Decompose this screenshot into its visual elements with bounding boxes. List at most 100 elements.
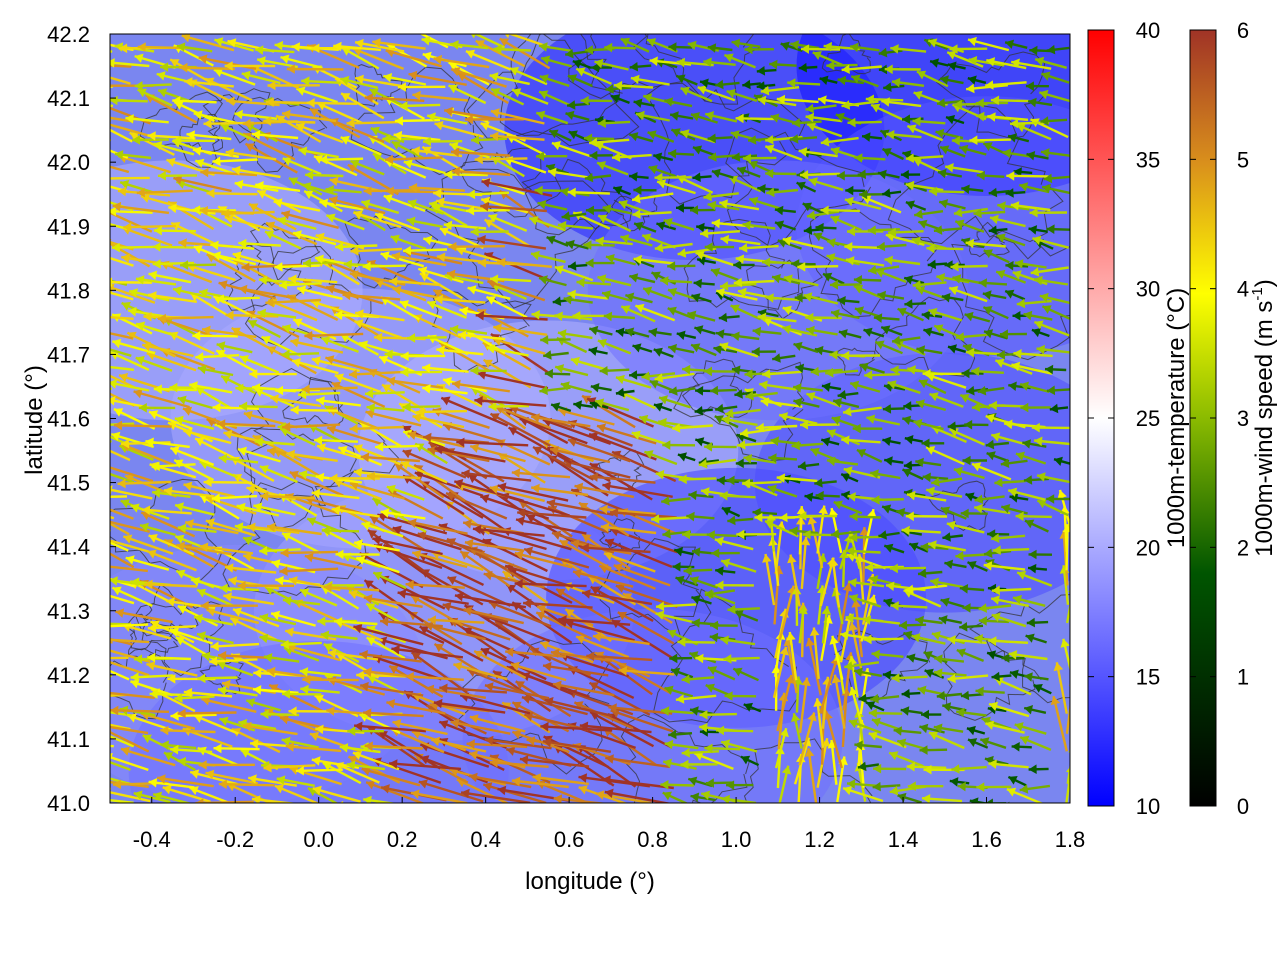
wind-arrow-head — [662, 440, 671, 450]
wind-arrow-head — [955, 219, 965, 229]
wind-arrow-head — [977, 386, 987, 396]
wind-arrow-head — [831, 674, 841, 684]
wind-arrow-head — [95, 420, 103, 430]
wind-arrow-head — [680, 129, 690, 139]
y-tick-label: 41.9 — [47, 214, 90, 239]
wind-arrow-head — [720, 635, 729, 645]
wind-arrow-head — [217, 660, 227, 670]
wind-arrow-head — [869, 575, 879, 585]
y-axis-ticks: 41.041.141.241.341.441.541.641.741.841.9… — [47, 22, 116, 816]
wind-arrow-shaft — [567, 690, 634, 716]
wind-arrow-head — [355, 38, 364, 49]
wind-arrow-head — [366, 637, 376, 646]
wind-arrow-head — [497, 257, 506, 268]
wind-arrow-head — [915, 457, 924, 468]
wind-arrow-head — [327, 425, 337, 435]
wind-arrow-head — [56, 635, 64, 645]
colorbar-tick-label: 25 — [1136, 406, 1160, 431]
wind-arrow-shaft — [110, 660, 150, 677]
wind-arrow-head — [672, 562, 681, 572]
wind-arrow-shaft — [517, 511, 587, 519]
x-tick-label: -0.2 — [216, 827, 254, 852]
wind-arrow-shaft — [146, 550, 197, 572]
wind-arrow-head — [602, 481, 611, 491]
wind-arrow-head — [91, 427, 100, 436]
wind-arrow-head — [296, 86, 306, 96]
wind-arrow-shaft — [335, 652, 380, 679]
wind-arrow-shaft — [228, 578, 280, 590]
wind-arrow-head — [643, 93, 653, 103]
wind-arrow-head — [1001, 653, 1010, 663]
wind-arrow-head — [169, 382, 178, 393]
wind-arrow-head — [53, 183, 61, 193]
wind-arrow-head — [363, 708, 372, 718]
wind-arrow-head — [669, 386, 678, 396]
wind-arrow-head — [346, 760, 356, 771]
wind-arrow-head — [730, 130, 740, 140]
wind-arrow-shaft — [497, 452, 546, 484]
wind-arrow-head — [889, 563, 898, 574]
wind-arrow-head — [114, 420, 123, 431]
wind-arrow-head — [227, 38, 237, 48]
wind-arrow-head — [774, 205, 784, 216]
wind-arrow-head — [768, 453, 777, 463]
wind-arrow-head — [734, 609, 744, 619]
wind-arrow-head — [985, 80, 994, 90]
wind-arrow-head — [680, 759, 689, 770]
wind-arrow-head — [585, 205, 594, 216]
wind-arrow-head — [947, 635, 956, 645]
wind-arrow-head — [923, 764, 932, 775]
wind-arrow-head — [335, 241, 344, 252]
wind-arrow-head — [197, 588, 207, 598]
wind-arrow-head — [197, 631, 206, 641]
wind-arrow-head — [1020, 402, 1029, 413]
wind-arrow-head — [115, 608, 125, 618]
wind-arrow-head — [176, 569, 186, 579]
wind-arrow-head — [411, 34, 413, 35]
wind-arrow-head — [660, 276, 669, 286]
wind-arrow-head — [200, 167, 209, 178]
wind-arrow-head — [803, 225, 813, 235]
wind-arrow-shaft — [110, 488, 153, 500]
x-tick-label: -0.4 — [133, 827, 171, 852]
wind-arrow-head — [280, 54, 290, 64]
wind-arrow-head — [323, 643, 333, 652]
wind-arrow-head — [546, 498, 556, 509]
wind-arrow-head — [975, 98, 984, 108]
wind-arrow-head — [629, 370, 638, 380]
wind-arrow-shaft — [110, 466, 154, 483]
wind-arrow-head — [858, 693, 867, 704]
wind-arrow-head — [704, 442, 713, 452]
wind-arrow-head — [315, 254, 324, 264]
wind-arrow-head — [991, 585, 1000, 596]
contour-line — [598, 538, 712, 639]
wind-arrow-head — [474, 650, 484, 660]
wind-arrow-head — [883, 802, 885, 803]
wind-arrow-head — [695, 653, 704, 664]
wind-arrow-head — [67, 316, 76, 325]
wind-arrow-shaft — [147, 293, 197, 303]
wind-arrow-head — [390, 234, 400, 244]
wind-arrow-head — [1034, 275, 1043, 286]
contour-line — [432, 289, 532, 373]
wind-arrow-head — [489, 758, 499, 768]
wind-arrow-head — [151, 461, 160, 471]
wind-arrow-shaft — [126, 331, 176, 358]
wind-arrow-head — [296, 122, 306, 132]
wind-arrow-shaft — [186, 264, 236, 282]
contour-line — [139, 91, 223, 168]
colorbar-tick-label: 20 — [1136, 535, 1160, 560]
wind-arrow-head — [484, 735, 494, 746]
wind-arrow-shaft — [558, 618, 631, 626]
wind-arrow-shaft — [205, 519, 256, 537]
wind-arrow-head — [224, 61, 233, 71]
wind-arrow-head — [946, 115, 956, 125]
wind-arrow-head — [857, 761, 867, 772]
wind-arrow-head — [967, 561, 977, 570]
wind-arrow-head — [845, 256, 855, 266]
wind-arrow-head — [201, 696, 211, 706]
wind-arrow-shaft — [302, 678, 359, 682]
wind-arrow-head — [570, 539, 580, 549]
wind-arrow-head — [142, 505, 151, 515]
wind-arrow-head — [978, 603, 987, 613]
